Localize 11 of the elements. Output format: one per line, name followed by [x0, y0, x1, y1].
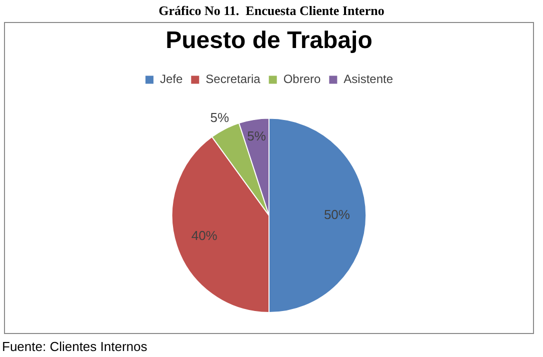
legend-label: Jefe [160, 72, 183, 86]
data-label: 50% [324, 206, 350, 222]
legend-label: Asistente [344, 72, 394, 86]
chart-title: Puesto de Trabajo [166, 27, 372, 54]
data-label: 40% [191, 228, 218, 243]
legend-label: Secretaria [206, 72, 261, 86]
text: Gráfico No 11. Encuesta Cliente Interno [158, 3, 386, 19]
legend-label: Obrero [283, 72, 322, 86]
source-note: Fuente: Clientes Internos [2, 339, 148, 354]
data-label: 5% [247, 128, 266, 144]
data-label: 5% [210, 110, 230, 126]
